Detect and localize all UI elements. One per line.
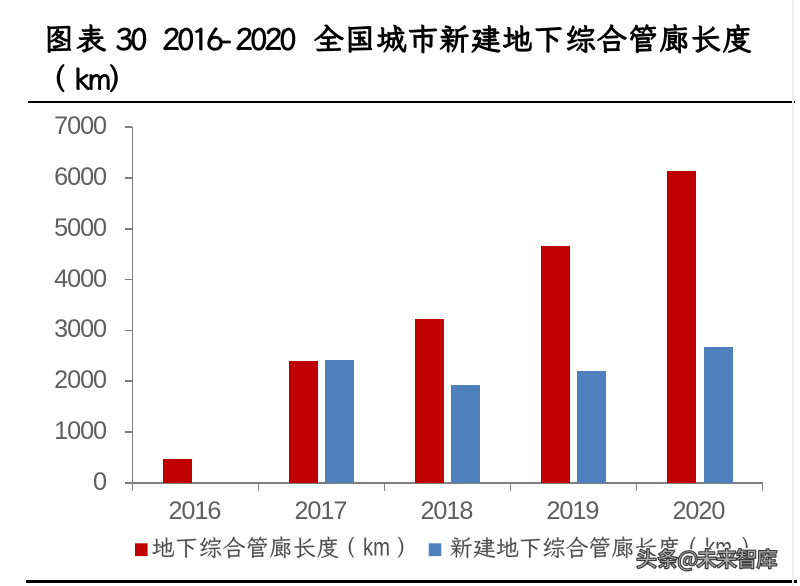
svg-text:km: km (363, 534, 390, 562)
